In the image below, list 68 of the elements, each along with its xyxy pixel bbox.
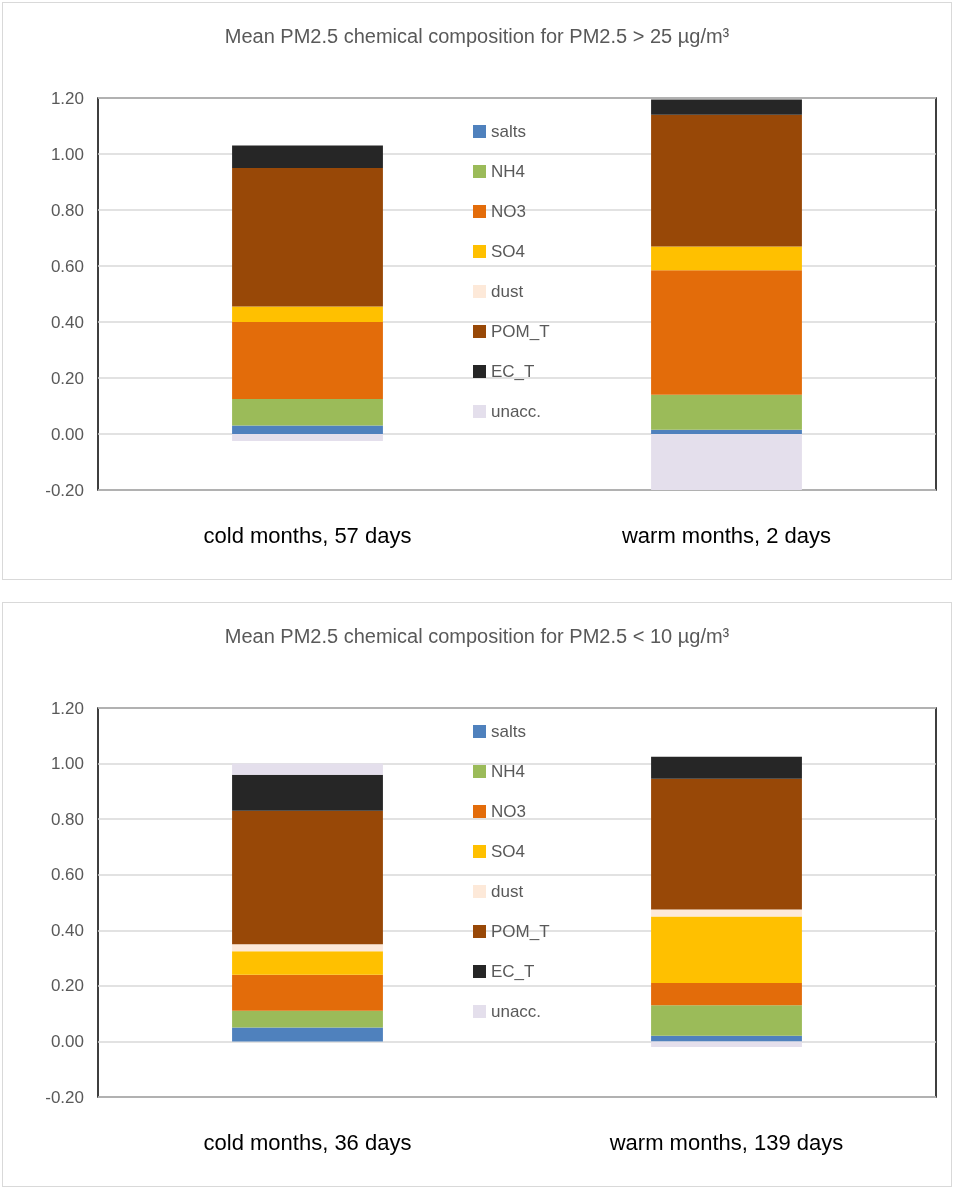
- bar: [232, 974, 383, 1011]
- y-tick-label: 0.80: [50, 809, 84, 829]
- bar: [232, 1027, 383, 1042]
- bar: [232, 810, 383, 945]
- legend-label: unacc.: [491, 1002, 542, 1021]
- bar: [651, 1035, 802, 1042]
- legend-label: unacc.: [491, 402, 542, 421]
- bar: [651, 983, 802, 1006]
- x-tick-label: cold months, 36 days: [203, 1129, 412, 1155]
- y-tick-label: 0.60: [50, 256, 84, 276]
- bar: [651, 778, 802, 910]
- y-tick-label: 0.20: [50, 368, 84, 388]
- bar: [232, 434, 383, 441]
- legend-label: POM_T: [491, 922, 550, 941]
- bar: [232, 399, 383, 426]
- y-tick-label: 0.20: [50, 976, 84, 996]
- legend-label: NO3: [491, 202, 526, 221]
- bar: [651, 394, 802, 430]
- bar: [232, 322, 383, 399]
- bar: [651, 429, 802, 434]
- y-tick-label: 1.20: [50, 698, 84, 718]
- bar: [651, 1041, 802, 1047]
- bar: [651, 756, 802, 779]
- bar: [232, 1010, 383, 1028]
- y-tick-label: -0.20: [45, 480, 84, 500]
- bar: [232, 168, 383, 307]
- bar: [651, 270, 802, 395]
- y-tick-label: 0.00: [50, 1031, 84, 1051]
- legend-label: SO4: [491, 242, 526, 261]
- bar: [232, 145, 383, 168]
- y-tick-label: 1.00: [50, 144, 84, 164]
- chart-title: Mean PM2.5 chemical composition for PM2.5 < 10 µg/m³: [224, 625, 730, 647]
- bar: [651, 909, 802, 917]
- y-tick-label: 0.80: [50, 200, 84, 220]
- bar: [232, 425, 383, 434]
- legend-label: EC_T: [491, 962, 535, 981]
- y-tick-label: 1.20: [50, 88, 84, 108]
- legend-label: POM_T: [491, 322, 550, 341]
- legend-label: EC_T: [491, 362, 535, 381]
- bar: [232, 951, 383, 975]
- bar: [651, 99, 802, 115]
- legend-label: SO4: [491, 842, 526, 861]
- legend-label: dust: [491, 282, 524, 301]
- y-tick-label: 1.00: [50, 754, 84, 774]
- legend-label: NO3: [491, 802, 526, 821]
- bar: [232, 944, 383, 952]
- legend-label: NH4: [491, 162, 526, 181]
- bar: [651, 434, 802, 490]
- y-tick-label: -0.20: [45, 1087, 84, 1107]
- legend-label: salts: [491, 122, 526, 141]
- bar: [651, 114, 802, 247]
- bar: [651, 1005, 802, 1036]
- legend-label: dust: [491, 882, 524, 901]
- x-tick-label: warm months, 2 days: [620, 522, 832, 548]
- x-tick-label: warm months, 139 days: [608, 1129, 844, 1155]
- x-tick-label: cold months, 57 days: [203, 522, 412, 548]
- bar: [651, 246, 802, 271]
- chart-title: Mean PM2.5 chemical composition for PM2.5 > 25 µg/m³: [224, 25, 730, 47]
- bar: [232, 306, 383, 322]
- legend-label: NH4: [491, 762, 526, 781]
- legend-label: salts: [491, 722, 526, 741]
- bar: [232, 774, 383, 811]
- bar: [232, 763, 383, 775]
- y-tick-label: 0.60: [50, 865, 84, 885]
- y-tick-label: 0.00: [50, 424, 84, 444]
- y-tick-label: 0.40: [50, 920, 84, 940]
- bar: [651, 916, 802, 984]
- y-tick-label: 0.40: [50, 312, 84, 332]
